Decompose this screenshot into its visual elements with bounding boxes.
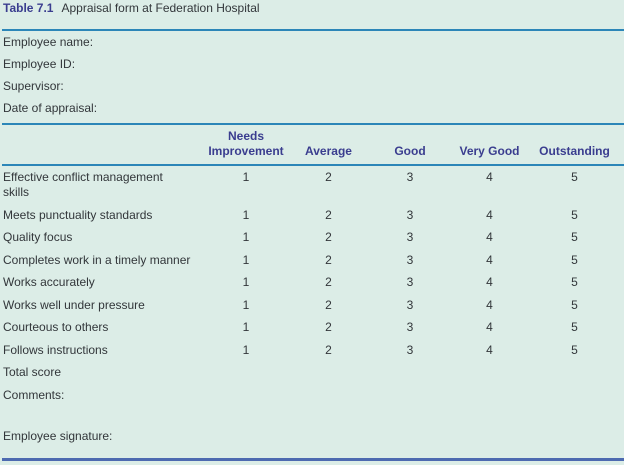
table-title: Appraisal form at Federation Hospital <box>61 1 260 15</box>
table-row: Works accurately 1 2 3 4 5 <box>0 275 624 290</box>
rating-value: 3 <box>406 275 414 289</box>
field-label: Supervisor: <box>3 79 64 93</box>
rating-value: 1 <box>242 170 250 184</box>
employee-fields: Employee name: Employee ID: Supervisor: Dat… <box>3 31 97 119</box>
table-number: Table 7.1 <box>3 1 54 15</box>
column-header: Outstanding <box>539 144 610 158</box>
rating-value: 1 <box>242 207 250 222</box>
rating-value: 4 <box>486 170 493 184</box>
rating-value: 4 <box>486 297 493 312</box>
rating-value: 3 <box>406 230 414 244</box>
row-label: Works well under pressure <box>3 297 145 312</box>
rating-value: 2 <box>325 342 332 357</box>
column-header: Good <box>394 144 426 158</box>
rating-value: 3 <box>406 252 414 267</box>
rating-value: 5 <box>571 275 578 289</box>
rating-value: 2 <box>325 252 332 267</box>
rating-value: 4 <box>486 230 493 244</box>
table-row: Quality focus 1 2 3 4 5 <box>0 230 624 245</box>
row-label: Comments: <box>3 387 65 402</box>
rating-scale-header: Needs Improvement Average Good Very Good Out… <box>0 129 624 160</box>
rating-value: 3 <box>406 342 414 357</box>
row-label: Quality focus <box>3 230 73 244</box>
rating-value: 3 <box>406 207 414 222</box>
rating-value: 1 <box>242 297 250 312</box>
rating-value: 3 <box>406 170 414 184</box>
row-label: Effective conflict management skills <box>3 170 163 199</box>
rating-value: 4 <box>486 207 493 222</box>
table-row: Works well under pressure 1 2 3 4 5 <box>0 298 624 313</box>
table-row: Completes work in a timely manner 1 2 3 4 5 <box>0 253 624 268</box>
employee-signature-label: Employee signature: <box>3 428 113 443</box>
column-header: Needs Improvement <box>208 128 284 159</box>
rating-value: 1 <box>242 275 250 289</box>
row-label: Meets punctuality standards <box>3 207 153 222</box>
field-label: Employee ID: <box>3 57 76 71</box>
table-row: Follows instructions 1 2 3 4 5 <box>0 343 624 358</box>
signature-line <box>2 458 624 461</box>
rating-value: 2 <box>325 275 332 289</box>
column-header: Very Good <box>459 144 520 158</box>
row-label: Courteous to others <box>3 320 109 334</box>
rating-value: 4 <box>486 275 493 289</box>
divider-header-top <box>2 123 624 125</box>
table-row: Meets punctuality standards 1 2 3 4 5 <box>0 208 624 223</box>
rating-value: 1 <box>242 320 250 334</box>
row-label: Completes work in a timely manner <box>3 252 191 267</box>
rating-value: 5 <box>571 252 578 267</box>
rating-value: 2 <box>325 207 332 222</box>
row-label: Works accurately <box>3 275 95 289</box>
rating-value: 2 <box>325 170 332 184</box>
rating-value: 5 <box>571 207 578 222</box>
divider-top <box>2 29 624 31</box>
rating-value: 3 <box>406 320 414 334</box>
criteria-rows: Effective conflict management skills 1 2 3 4… <box>0 170 624 410</box>
column-header: Average <box>305 144 352 158</box>
rating-value: 5 <box>571 342 578 357</box>
table-row: Courteous to others 1 2 3 4 5 <box>0 320 624 335</box>
rating-value: 5 <box>571 230 578 244</box>
rating-value: 2 <box>325 320 332 334</box>
rating-value: 2 <box>325 297 332 312</box>
rating-value: 4 <box>486 252 493 267</box>
table-row: Total score <box>0 365 624 380</box>
rating-value: 2 <box>325 230 332 244</box>
divider-header-bottom <box>2 163 624 166</box>
rating-value: 4 <box>486 342 493 357</box>
row-label: Total score <box>3 365 62 379</box>
table-caption: Table 7.1 Appraisal form at Federation Ho… <box>3 1 260 16</box>
field-label: Date of appraisal: <box>3 101 98 115</box>
rating-value: 4 <box>486 320 493 334</box>
rating-value: 1 <box>242 342 250 357</box>
field-label: Employee name: <box>3 35 94 49</box>
rating-value: 1 <box>242 252 250 267</box>
rating-value: 5 <box>571 320 578 334</box>
table-row: Effective conflict management skills 1 2 3 4… <box>0 170 624 200</box>
table-row: Comments: <box>0 388 624 403</box>
rating-value: 1 <box>242 230 250 244</box>
rating-value: 5 <box>571 297 578 312</box>
rating-value: 3 <box>406 297 414 312</box>
rating-value: 5 <box>571 170 578 184</box>
row-label: Follows instructions <box>3 342 108 357</box>
